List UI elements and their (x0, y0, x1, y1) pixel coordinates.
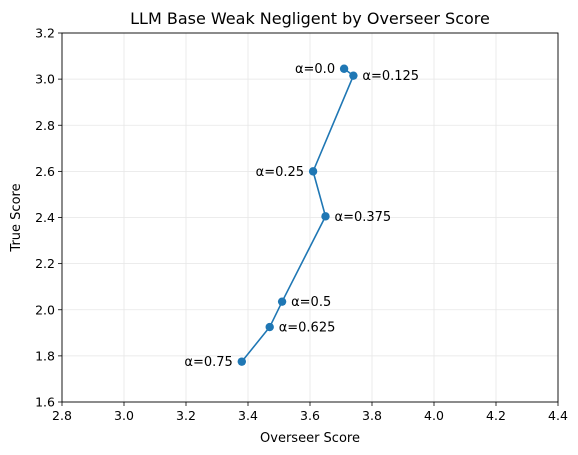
x-tick-label: 3.6 (300, 408, 320, 423)
data-point (265, 322, 274, 332)
y-tick-label: 3.0 (35, 72, 55, 87)
x-axis-label: Overseer Score (260, 431, 360, 446)
data-point (237, 357, 246, 366)
data-point-label: α=0.375 (335, 210, 392, 225)
data-point (349, 71, 358, 80)
y-tick-label: 2.0 (35, 302, 55, 317)
data-point-label: α=0.5 (291, 295, 331, 310)
x-tick-label: 3.2 (176, 408, 196, 423)
y-tick-label: 2.4 (35, 210, 55, 225)
y-tick-label: 2.8 (35, 118, 55, 133)
x-axis-ticks: 2.8 3.0 3.2 3.4 3.6 3.8 4.0 4.2 4.4 (52, 402, 568, 423)
x-tick-label: 3.4 (238, 408, 258, 423)
y-tick-label: 2.6 (35, 164, 55, 179)
x-tick-label: 4.0 (424, 408, 444, 423)
y-tick-label: 2.2 (35, 256, 55, 271)
y-axis-ticks: 1.6 1.8 2.0 2.2 2.4 2.6 2.8 3.0 3.2 (35, 26, 62, 410)
x-tick-label: 4.2 (486, 408, 506, 423)
data-point-label: α=0.0 (295, 62, 335, 77)
data-point-label: α=0.25 (256, 165, 304, 180)
y-tick-label: 1.8 (35, 348, 55, 363)
x-tick-label: 2.8 (52, 408, 72, 423)
x-tick-label: 3.8 (362, 408, 382, 423)
grid (61, 32, 559, 403)
y-tick-label: 3.2 (35, 26, 55, 41)
chart-title: LLM Base Weak Negligent by Overseer Scor… (130, 9, 490, 28)
data-point (321, 212, 330, 221)
data-point-label: α=0.75 (184, 355, 232, 370)
data-point (339, 64, 349, 73)
data-point (308, 167, 318, 176)
y-axis-label: True Score (9, 183, 24, 252)
y-tick-label: 1.6 (35, 395, 55, 410)
data-point-label: α=0.125 (362, 69, 419, 84)
x-tick-label: 4.4 (548, 408, 568, 423)
series-group: α=0.0 α=0.125 α=0.25 α=0.375 α=0.5 α=0.625 α=0… (184, 62, 419, 370)
data-point-label: α=0.625 (279, 321, 336, 336)
data-point (277, 297, 287, 306)
x-tick-label: 3.0 (114, 408, 134, 423)
